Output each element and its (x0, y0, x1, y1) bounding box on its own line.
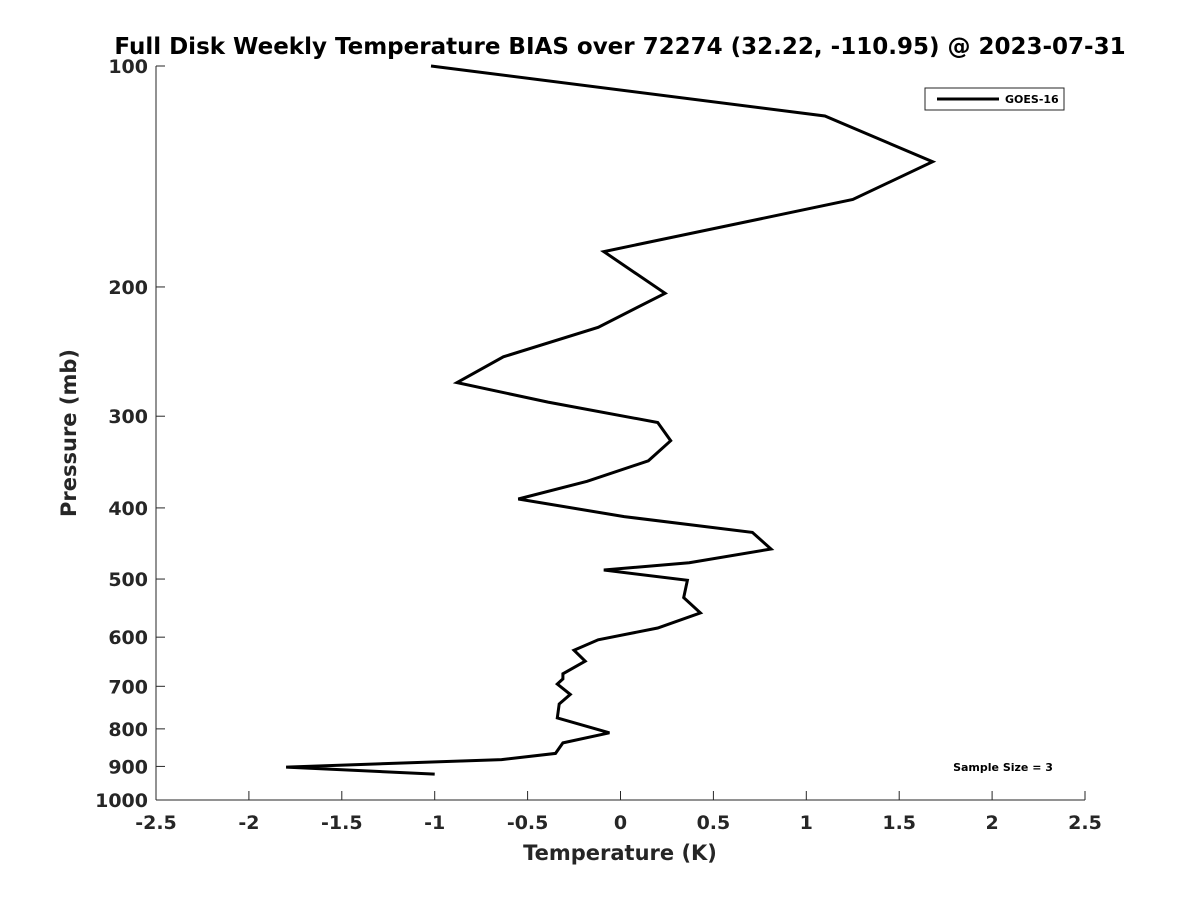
x-axis-label: Temperature (K) (523, 841, 717, 865)
y-tick-label: 600 (108, 627, 148, 649)
y-tick-label: 300 (108, 406, 148, 428)
series-lines (286, 64, 937, 776)
y-tick-label: 200 (108, 277, 148, 299)
y-axis-label: Pressure (mb) (57, 349, 81, 517)
x-tick-label: 1 (800, 812, 813, 834)
sample-size-annotation: Sample Size = 3 (953, 761, 1053, 774)
x-tick-label: -0.5 (507, 812, 549, 834)
x-tick-label: 0 (614, 812, 627, 834)
y-tick-label: 1000 (95, 790, 148, 812)
series-line-goes-16 (286, 64, 937, 776)
y-tick-label: 700 (108, 676, 148, 698)
y-tick-label: 500 (108, 569, 148, 591)
y-tick-label: 100 (108, 56, 148, 78)
x-tick-label: -1 (424, 812, 445, 834)
x-tick-label: 2.5 (1068, 812, 1102, 834)
legend: GOES-16 (924, 87, 1065, 111)
x-tick-label: 1.5 (882, 812, 916, 834)
y-tick-labels: 100 200 300 400 500 600 700 800 900 1000 (95, 56, 148, 812)
x-tick-label: 0.5 (697, 812, 731, 834)
y-tick-label: 800 (108, 719, 148, 741)
y-tick-label: 900 (108, 756, 148, 778)
x-tick-label: -2.5 (135, 812, 177, 834)
legend-entry-goes-16: GOES-16 (1005, 93, 1059, 106)
x-tick-label: 2 (985, 812, 998, 834)
x-tick-label: -2 (238, 812, 259, 834)
x-tick-label: -1.5 (321, 812, 363, 834)
plot-axes (155, 65, 1086, 801)
x-tick-labels: -2.5 -2 -1.5 -1 -0.5 0 0.5 1 1.5 2 2.5 (135, 812, 1102, 834)
chart-title: Full Disk Weekly Temperature BIAS over 7… (114, 34, 1125, 60)
y-tick-label: 400 (108, 498, 148, 520)
